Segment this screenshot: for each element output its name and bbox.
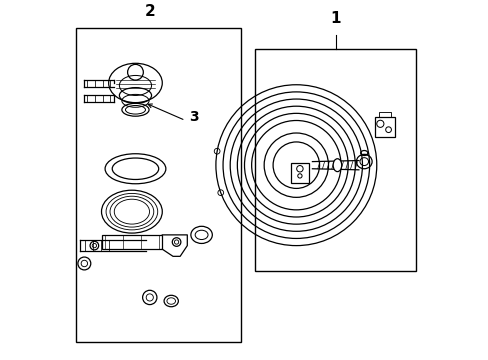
Text: 2: 2 — [144, 4, 155, 19]
Bar — [255, 49, 415, 271]
Ellipse shape — [332, 159, 341, 172]
Bar — [76, 28, 241, 342]
Text: 1: 1 — [330, 11, 340, 26]
Bar — [290, 163, 308, 183]
Bar — [374, 117, 394, 136]
Text: 3: 3 — [189, 110, 198, 124]
Bar — [102, 235, 162, 249]
Bar — [378, 112, 390, 117]
